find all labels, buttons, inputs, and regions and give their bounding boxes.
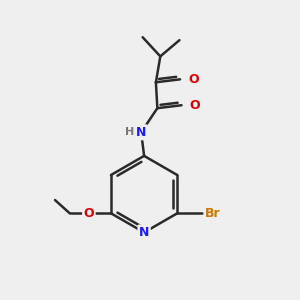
Text: H: H [125, 127, 135, 137]
Text: N: N [139, 226, 149, 239]
Text: Br: Br [205, 207, 221, 220]
Text: O: O [190, 99, 200, 112]
Text: O: O [84, 207, 94, 220]
Text: O: O [188, 73, 199, 86]
Text: N: N [136, 126, 146, 139]
